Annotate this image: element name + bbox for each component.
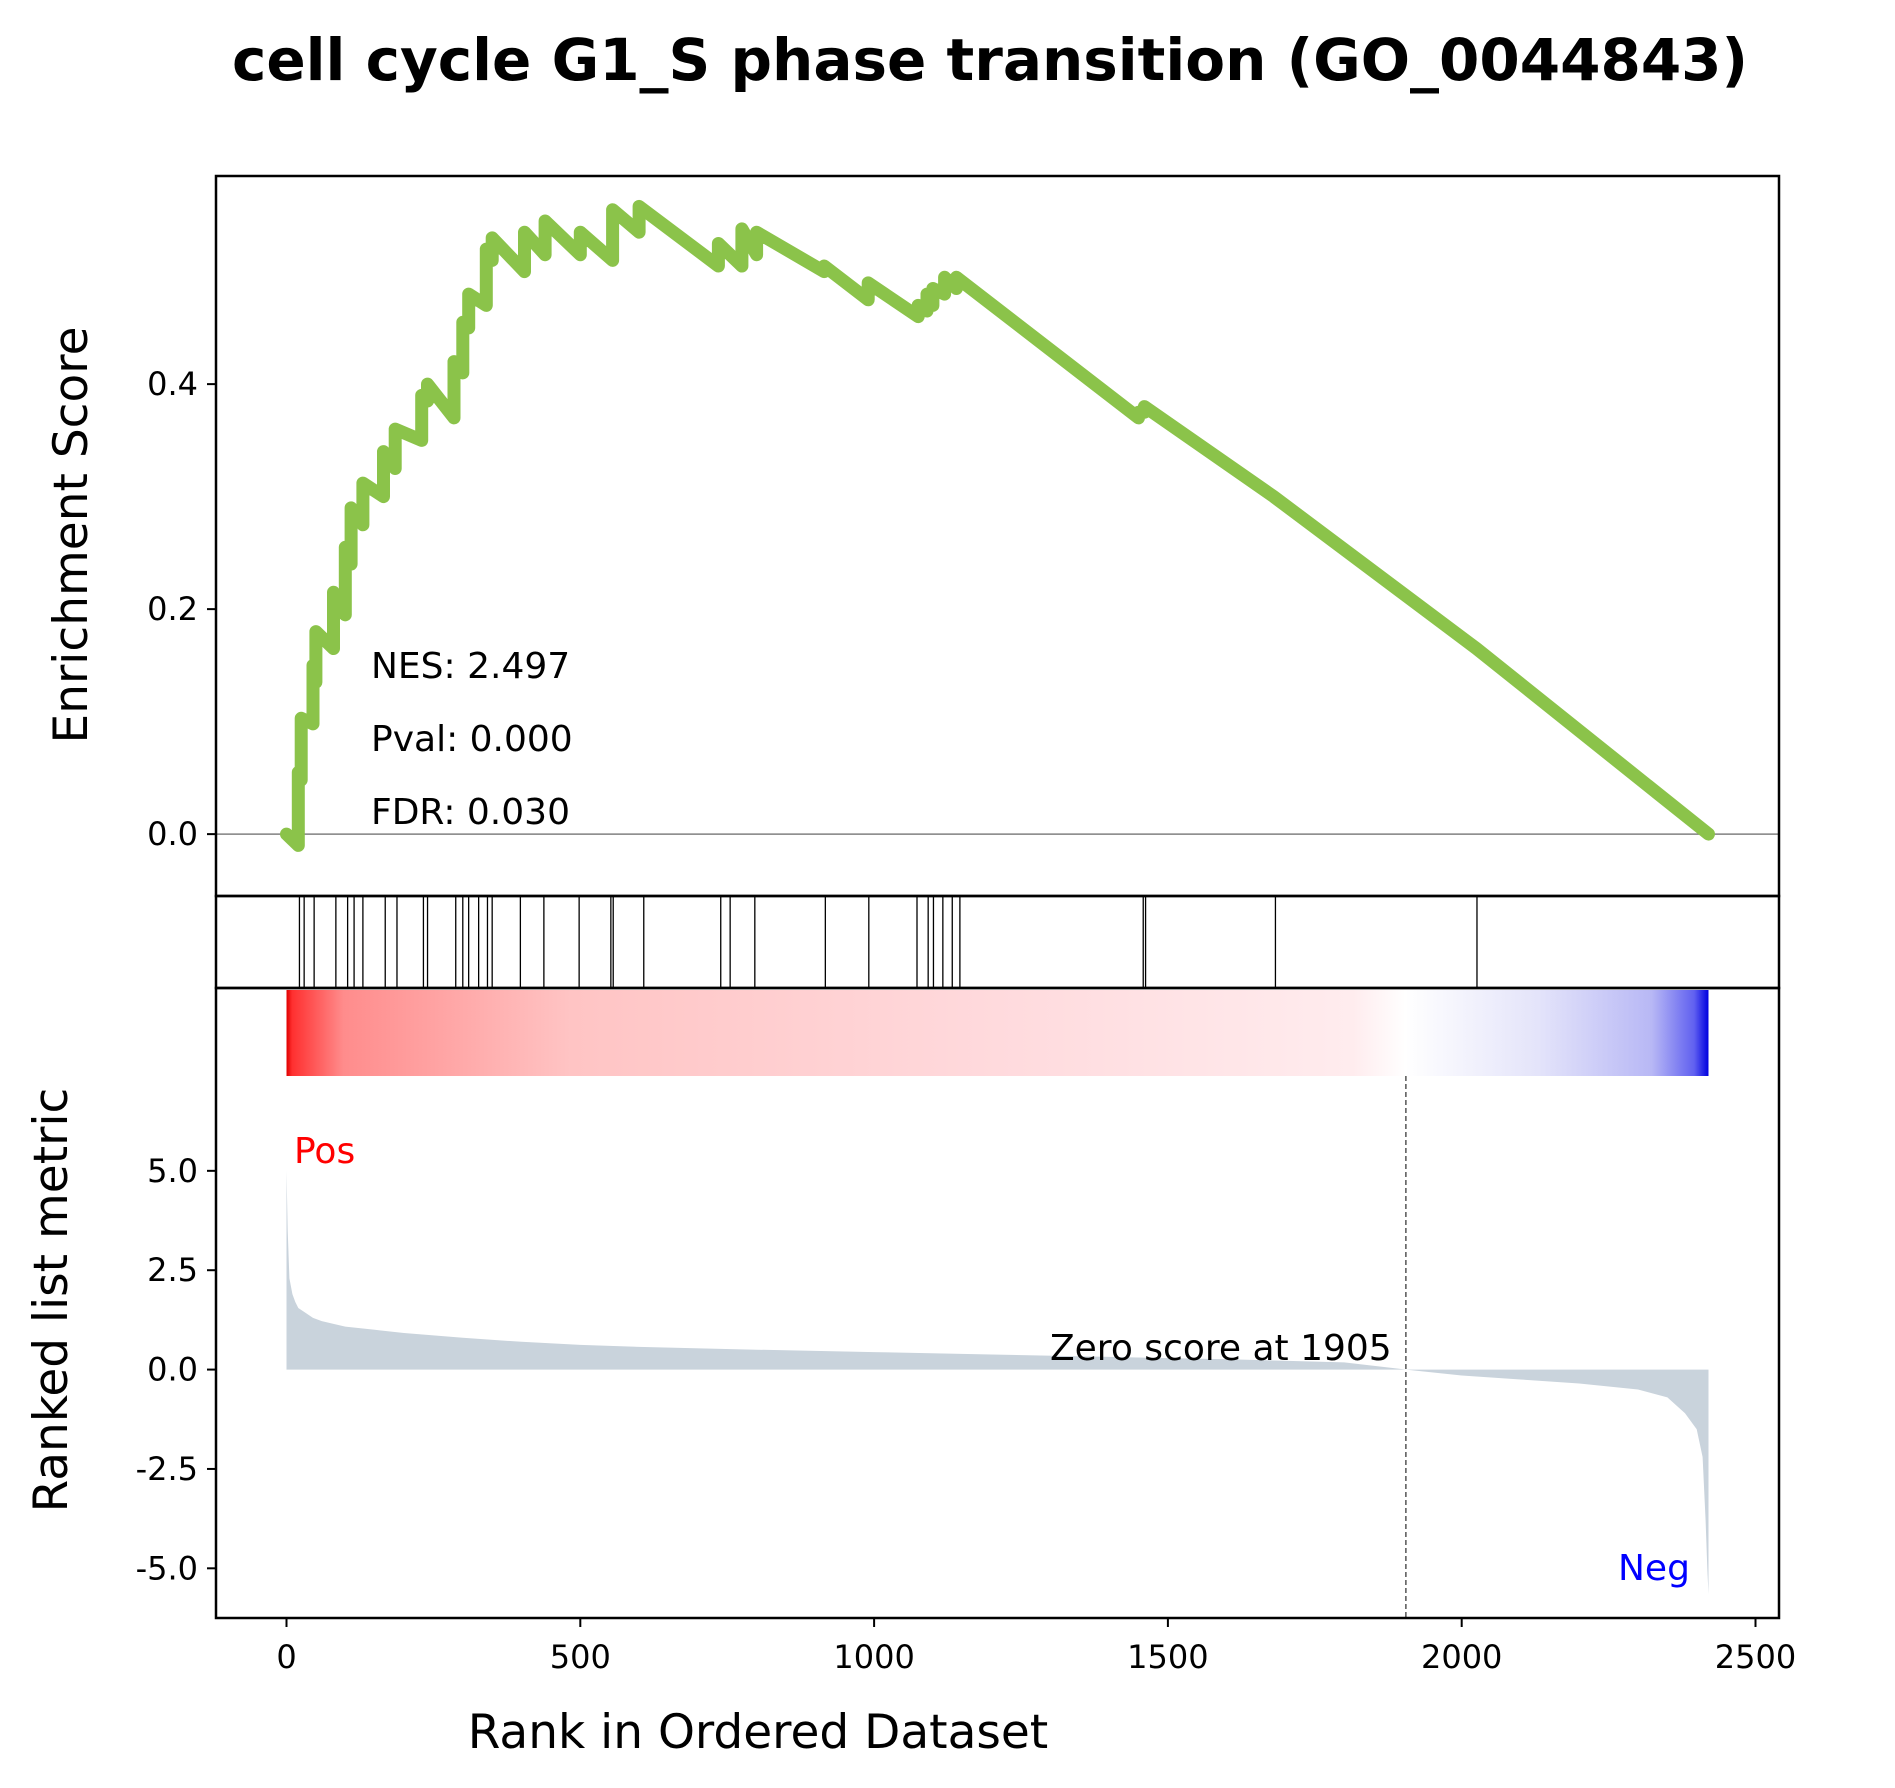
x-tick-label: 1000 — [833, 1638, 914, 1676]
nes-stat: NES: 2.497 — [371, 646, 570, 687]
es-y-tick-label: 0.4 — [147, 365, 198, 403]
neg-label: Neg — [1618, 1548, 1690, 1589]
x-tick-label: 0 — [276, 1638, 296, 1676]
ranked-y-axis-label: Ranked list metric — [24, 1088, 79, 1513]
enrichment-score-panel: 0.0 0.2 0.4 NES: 2.497 Pval: 0.000 FDR: 0.… — [147, 174, 1781, 898]
rank-y-tick-label: 5.0 — [147, 1152, 198, 1190]
enrichment-score-line — [280, 199, 1715, 852]
es-y-tick-label: 0.2 — [147, 590, 198, 628]
rank-y-tick-label: 0.0 — [147, 1351, 198, 1389]
enrichment-y-axis-label: Enrichment Score — [44, 327, 99, 744]
x-tick-label: 500 — [550, 1638, 611, 1676]
zero-score-label: Zero score at 1905 — [1050, 1328, 1392, 1369]
ranked-panel-frame — [214, 986, 1781, 1620]
ranked-metric-area — [286, 1170, 1709, 1595]
rank-y-tick-label: -2.5 — [136, 1450, 198, 1488]
x-tick-label: 1500 — [1127, 1638, 1208, 1676]
rank-y-tick-label: 2.5 — [147, 1251, 198, 1289]
es-y-tick-label: 0.0 — [147, 815, 198, 853]
x-tick-label: 2000 — [1421, 1638, 1502, 1676]
pval-stat: Pval: 0.000 — [371, 719, 573, 760]
rank-heatmap-bar — [286, 990, 1709, 1076]
gene-hits-panel — [214, 894, 1781, 990]
chart-title: cell cycle G1_S phase transition (GO_004… — [232, 26, 1748, 94]
pos-label: Pos — [294, 1131, 355, 1172]
hits-panel-frame — [214, 894, 1781, 990]
x-tick-label: 2500 — [1715, 1638, 1796, 1676]
fdr-stat: FDR: 0.030 — [371, 792, 570, 833]
enrichment-panel-frame — [214, 174, 1781, 898]
ranked-metric-panel: Zero score at 1905 Pos Neg 5.0 2.5 0.0 -2.5… — [136, 986, 1781, 1620]
rank-y-tick-label: -5.0 — [136, 1549, 198, 1587]
x-axis-label: Rank in Ordered Dataset — [468, 1705, 1048, 1760]
